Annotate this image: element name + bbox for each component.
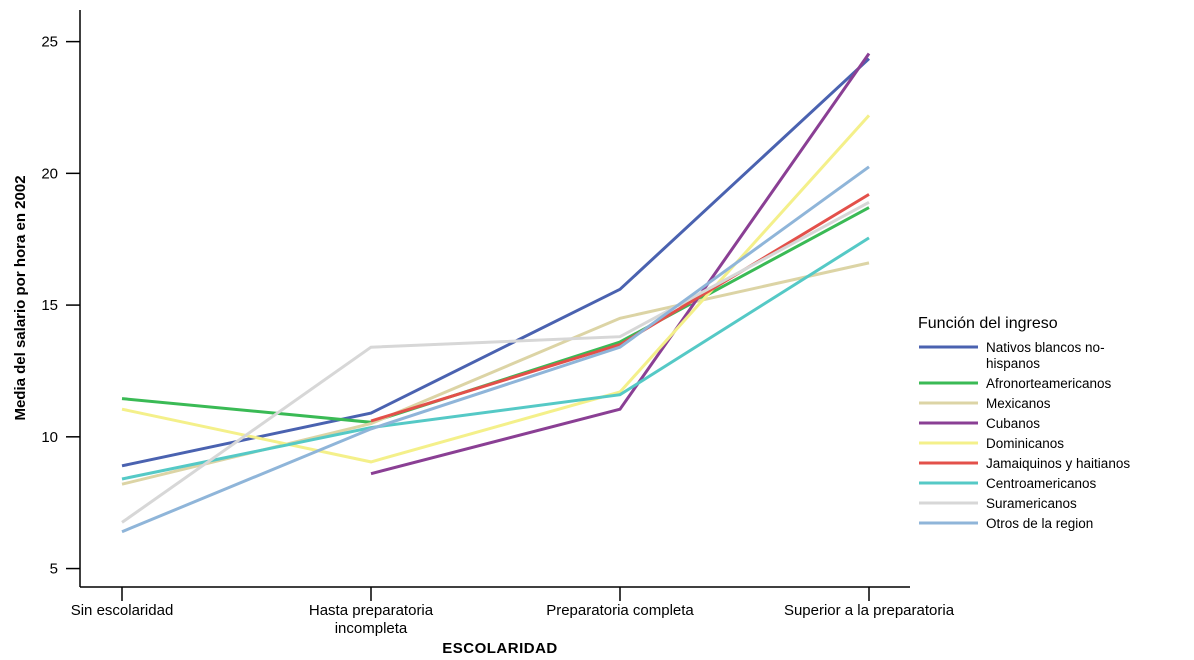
plot-lines [121,52,871,534]
legend-label: hispanos [986,356,1040,371]
legend-title: Función del ingreso [918,315,1058,332]
legend: Función del ingreso Nativos blancos no-h… [918,315,1130,531]
y-tick-label: 5 [50,561,58,578]
legend-label: Dominicanos [986,436,1064,451]
legend-label: Nativos blancos no- [986,340,1105,355]
series-line [121,57,871,468]
x-tick-label: Superior a la preparatoria [784,602,955,619]
x-tick-label: Preparatoria completa [546,602,694,619]
series-line [121,236,870,481]
y-tick-label: 25 [41,34,58,51]
x-tick-label: Hasta preparatoria [309,602,434,619]
legend-label: Mexicanos [986,396,1051,411]
legend-label: Afronorteamericanos [986,376,1112,391]
y-axis-ticks: 5 10 15 20 25 [41,34,80,578]
series-line [121,165,870,534]
legend-label: Otros de la region [986,516,1093,531]
x-tick-label: incompleta [335,620,408,637]
series-line [370,52,871,476]
legend-items: Nativos blancos no-hispanos Afronorteamer… [919,340,1130,531]
x-axis-title: ESCOLARIDAD [442,640,558,657]
y-tick-label: 10 [41,429,58,446]
y-axis-title: Media del salario por hora en 2002 [12,175,29,420]
x-tick-label: Sin escolaridad [71,602,174,619]
series-line [370,193,870,423]
legend-label: Jamaiquinos y haitianos [986,456,1130,471]
series-line [121,261,870,486]
legend-label: Centroamericanos [986,476,1097,491]
legend-label: Cubanos [986,416,1040,431]
series-line [121,200,870,524]
y-tick-label: 20 [41,165,58,182]
y-tick-label: 15 [41,297,58,314]
x-axis-ticks: Sin escolaridad Hasta preparatoriaincompl… [71,587,955,637]
legend-label: Suramericanos [986,496,1077,511]
